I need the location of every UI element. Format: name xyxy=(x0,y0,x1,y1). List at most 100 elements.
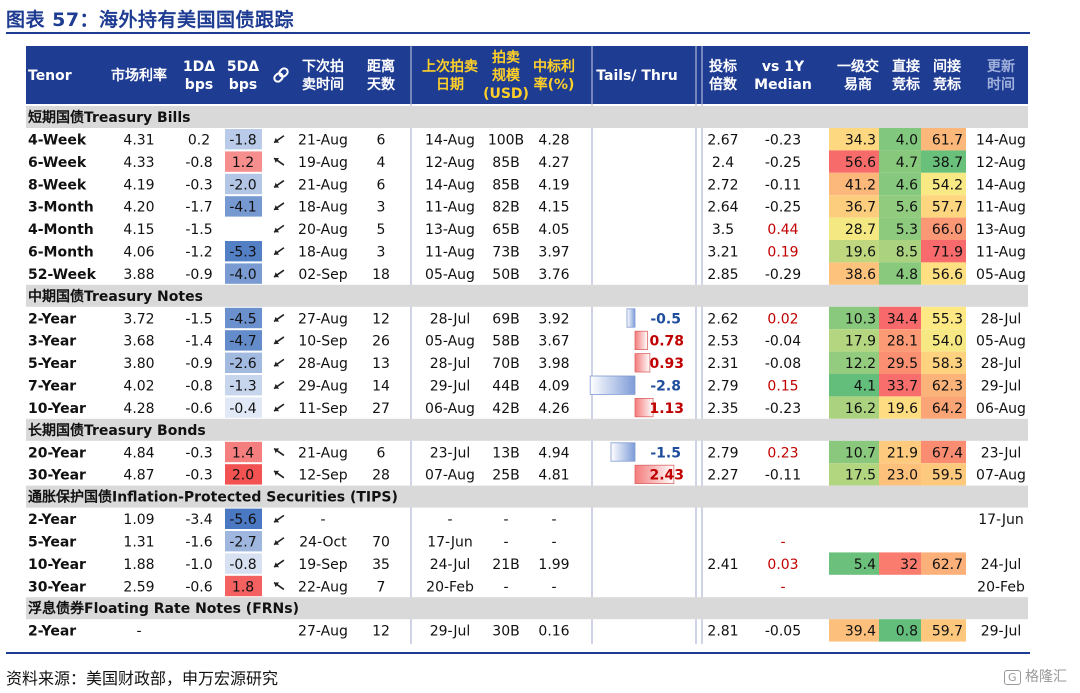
primary-dealer-heat-cell xyxy=(829,128,879,151)
d5-change-cell: -0.8 xyxy=(229,557,256,573)
primary-dealers-cell: 38.6 xyxy=(845,267,876,283)
direct-bidders-cell: 32 xyxy=(900,557,918,573)
indirect-heat-cell xyxy=(921,240,966,263)
days-to-cell: 6 xyxy=(377,445,386,461)
indirect-bidders-cell: 64.2 xyxy=(932,401,963,417)
table-row: 4-Month 4.15 -1.5 20-Aug 5 13-Aug 65B 4.05 3.5 0.… xyxy=(28,217,1026,240)
market-rate-cell: 4.20 xyxy=(123,200,154,216)
header-1d-change: bps xyxy=(185,77,213,93)
table-row: 5-Year 1.31 -1.6 -2.7 24-Oct 70 17-Jun - - - xyxy=(28,531,786,552)
table-row: 3-Year 3.68 -1.4 -4.7 10-Sep 26 05-Aug 58B 3.67 0… xyxy=(28,329,1026,352)
table-row: 2-Year 3.72 -1.5 -4.5 27-Aug 12 28-Jul 69B 3.92 -… xyxy=(28,306,1022,330)
table-row: 30-Year 4.87 -0.3 2.0 12-Sep 28 07-Aug 25B 4.81 2… xyxy=(28,463,1026,486)
header-bid-to-cover: 倍数 xyxy=(709,76,738,93)
days-to-cell: 28 xyxy=(372,468,390,484)
primary-dealer-heat-cell xyxy=(829,195,879,218)
watermark-logo: G 格隆汇 xyxy=(1004,666,1067,686)
tails-bar xyxy=(589,375,636,395)
vs-median-cell: -0.08 xyxy=(765,356,801,372)
market-rate-cell: 1.09 xyxy=(123,512,154,528)
updated-cell: 13-Aug xyxy=(976,222,1026,238)
updated-cell: 23-Jul xyxy=(981,445,1022,461)
direct-heat-cell xyxy=(879,440,921,464)
market-rate-cell: 2.59 xyxy=(123,579,154,595)
high-yield-cell: 3.98 xyxy=(538,356,569,372)
arrow-up-left-icon xyxy=(273,202,285,211)
bid-to-cover-cell: 2.53 xyxy=(707,334,738,350)
tenor-cell: 2-Year xyxy=(28,311,76,327)
primary-dealer-heat-cell xyxy=(829,463,879,486)
days-to-cell: 27 xyxy=(372,401,390,417)
direct-bidders-cell: 33.7 xyxy=(887,379,918,395)
primary-dealers-cell: 41.2 xyxy=(845,177,876,193)
vs-median-cell: -0.23 xyxy=(765,133,801,149)
table-row: 8-Week 4.19 -0.3 -2.0 21-Aug 6 14-Aug 85B 4.19 2.… xyxy=(28,172,1026,196)
table-row: 52-Week 3.88 -0.9 -4.0 02-Sep 18 05-Aug 50B 3.76… xyxy=(28,262,1026,285)
primary-dealers-cell: 16.2 xyxy=(845,401,876,417)
auction-size-cell: 85B xyxy=(492,177,519,193)
indirect-heat-cell xyxy=(921,463,966,486)
arrow-up-left-icon xyxy=(273,269,285,278)
d5-heat-cell xyxy=(225,307,262,329)
d5-heat-cell xyxy=(225,375,262,396)
last-auction-cell: 11-Aug xyxy=(425,245,475,261)
tenor-cell: 10-Year xyxy=(28,557,86,573)
auction-size-cell: 100B xyxy=(488,133,524,149)
tails-bar xyxy=(610,442,636,462)
indirect-bidders-cell: 59.5 xyxy=(932,468,963,484)
high-yield-cell: 3.92 xyxy=(538,311,569,327)
direct-bidders-cell: 28.1 xyxy=(887,334,918,350)
days-to-cell: 35 xyxy=(372,557,390,573)
high-yield-cell: 4.05 xyxy=(538,222,569,238)
table-row: 7-Year 4.02 -0.8 -1.3 29-Aug 14 29-Jul 44B 4.09 -… xyxy=(28,374,1021,397)
section-band xyxy=(26,418,1028,441)
primary-dealers-cell: 17.9 xyxy=(845,334,876,350)
next-auction-cell: 02-Sep xyxy=(298,267,347,283)
next-auction-cell: 19-Sep xyxy=(298,557,347,573)
d1-change-cell: -1.7 xyxy=(185,200,212,216)
tenor-cell: 3-Month xyxy=(28,200,94,216)
bid-to-cover-cell: 2.62 xyxy=(707,311,738,327)
updated-cell: 14-Aug xyxy=(976,177,1026,193)
tenor-cell: 3-Year xyxy=(28,334,76,350)
primary-dealer-heat-cell xyxy=(829,172,879,196)
primary-dealer-heat-cell xyxy=(829,396,879,419)
next-auction-cell: 10-Sep xyxy=(298,334,347,350)
tenor-cell: 30-Year xyxy=(28,468,86,484)
market-rate-cell: 4.33 xyxy=(123,155,154,171)
header-primary-dealers: 一级交 xyxy=(837,58,879,75)
market-rate-cell: 4.02 xyxy=(123,379,154,395)
primary-dealers-cell: 10.3 xyxy=(845,311,876,327)
vs-median-cell: -0.23 xyxy=(765,401,801,417)
updated-cell: 29-Jul xyxy=(981,624,1022,640)
tenor-cell: 4-Week xyxy=(28,133,87,149)
header-high-yield: 率(%) xyxy=(534,76,575,93)
updated-cell: 28-Jul xyxy=(981,311,1022,327)
indirect-heat-cell xyxy=(921,552,966,575)
bid-to-cover-cell: 2.72 xyxy=(707,177,738,193)
d5-heat-cell xyxy=(225,173,262,195)
last-auction-cell: 24-Jul xyxy=(430,557,471,573)
tenor-cell: 8-Week xyxy=(28,177,87,193)
direct-heat-cell xyxy=(879,351,921,374)
arrow-up-left-icon xyxy=(273,336,285,345)
direct-bidders-cell: 4.0 xyxy=(896,133,918,149)
d1-change-cell: -0.8 xyxy=(185,379,212,395)
last-auction-cell: 23-Jul xyxy=(430,445,471,461)
primary-dealers-cell: 28.7 xyxy=(845,222,876,238)
d1-change-cell: -0.6 xyxy=(185,579,212,595)
d5-heat-cell xyxy=(225,263,262,284)
last-auction-cell: - xyxy=(447,512,452,528)
tenor-cell: 5-Year xyxy=(28,535,76,551)
d5-change-cell: -5.6 xyxy=(229,512,256,528)
table-row: 2-Year - 27-Aug 12 29-Jul 30B 0.16 2.81 -0.05 39.… xyxy=(28,619,1022,642)
market-rate-cell: 4.06 xyxy=(123,245,154,261)
indirect-heat-cell xyxy=(921,329,966,352)
header-5d-change: 5DΔ xyxy=(227,59,259,75)
d5-change-cell: -4.7 xyxy=(229,334,256,350)
direct-heat-cell xyxy=(879,195,921,218)
auction-size-cell: 82B xyxy=(492,200,519,216)
vs-median-cell: 0.23 xyxy=(767,445,798,461)
direct-heat-cell xyxy=(879,374,921,397)
arrow-up-left-icon xyxy=(273,179,285,189)
